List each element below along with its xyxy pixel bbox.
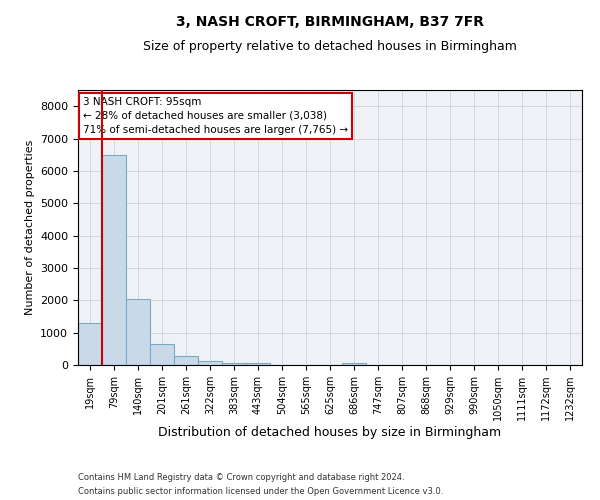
Text: 3, NASH CROFT, BIRMINGHAM, B37 7FR: 3, NASH CROFT, BIRMINGHAM, B37 7FR — [176, 15, 484, 29]
Bar — [78, 323, 102, 365]
Bar — [174, 356, 198, 365]
X-axis label: Distribution of detached houses by size in Birmingham: Distribution of detached houses by size … — [158, 426, 502, 439]
Text: Contains HM Land Registry data © Crown copyright and database right 2024.: Contains HM Land Registry data © Crown c… — [78, 472, 404, 482]
Bar — [126, 298, 150, 365]
Bar — [342, 362, 366, 365]
Bar — [150, 344, 174, 365]
Bar — [246, 362, 270, 365]
Text: Contains public sector information licensed under the Open Government Licence v3: Contains public sector information licen… — [78, 488, 443, 496]
Bar — [102, 154, 126, 365]
Text: 3 NASH CROFT: 95sqm
← 28% of detached houses are smaller (3,038)
71% of semi-det: 3 NASH CROFT: 95sqm ← 28% of detached ho… — [83, 97, 348, 135]
Bar — [222, 362, 246, 365]
Y-axis label: Number of detached properties: Number of detached properties — [25, 140, 35, 315]
Text: Size of property relative to detached houses in Birmingham: Size of property relative to detached ho… — [143, 40, 517, 53]
Bar — [198, 361, 222, 365]
